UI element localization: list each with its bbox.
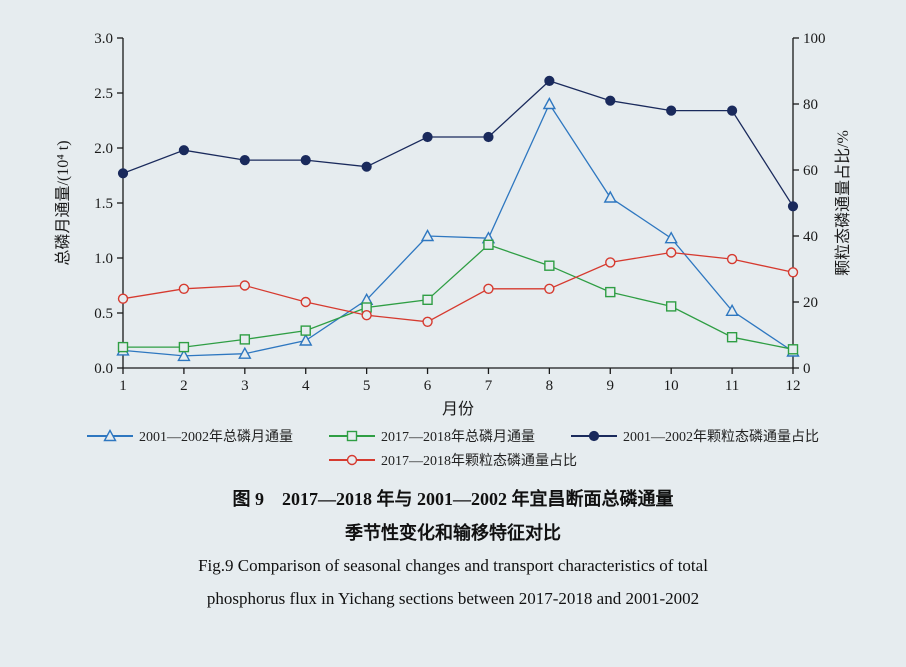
x-tick-label: 10: [664, 378, 679, 394]
x-tick-label: 1: [119, 378, 127, 394]
yl-tick-label: 1.5: [94, 196, 113, 212]
y-right-label: 颗粒态磷通量占比/%: [834, 130, 852, 276]
yl-tick-label: 0.5: [94, 306, 113, 322]
yl-tick-label: 3.0: [94, 31, 113, 47]
x-tick-label: 4: [302, 378, 310, 394]
chart-area: 123456789101112月份0.00.51.01.52.02.53.002…: [38, 20, 868, 420]
x-tick-label: 7: [485, 378, 493, 394]
series-line-s3: [123, 81, 793, 206]
x-tick-label: 5: [363, 378, 371, 394]
y-left-label: 总磷月通量/(10⁴ t): [54, 140, 72, 265]
yl-tick-label: 2.5: [94, 86, 113, 102]
caption-cn-line1: 图 9 2017—2018 年与 2001—2002 年宜昌断面总磷通量: [38, 482, 868, 516]
yr-tick-label: 0: [803, 361, 811, 377]
legend-item-s2: 2017—2018年总磷月通量: [329, 426, 535, 446]
legend-label: 2001—2002年颗粒态磷通量占比: [623, 426, 819, 446]
x-axis-label: 月份: [442, 400, 474, 418]
legend-label: 2017—2018年颗粒态磷通量占比: [381, 450, 577, 470]
series-markers-s2: [119, 240, 798, 353]
x-tick-label: 8: [546, 378, 554, 394]
x-tick-label: 6: [424, 378, 432, 394]
legend-item-s4: 2017—2018年颗粒态磷通量占比: [329, 450, 577, 470]
caption-cn-line2: 季节性变化和输移特征对比: [38, 516, 868, 550]
caption-en-line2: phosphorus flux in Yichang sections betw…: [38, 583, 868, 615]
legend-label: 2017—2018年总磷月通量: [381, 426, 535, 446]
x-tick-label: 9: [607, 378, 615, 394]
yr-tick-label: 80: [803, 97, 818, 113]
series-line-s1: [123, 104, 793, 356]
legend-label: 2001—2002年总磷月通量: [139, 426, 293, 446]
yl-tick-label: 2.0: [94, 141, 113, 157]
x-tick-label: 2: [180, 378, 188, 394]
figure-caption: 图 9 2017—2018 年与 2001—2002 年宜昌断面总磷通量 季节性…: [38, 482, 868, 615]
line-chart-svg: 123456789101112月份0.00.51.01.52.02.53.002…: [38, 20, 868, 420]
legend-item-s1: 2001—2002年总磷月通量: [87, 426, 293, 446]
x-tick-label: 12: [786, 378, 801, 394]
yr-tick-label: 60: [803, 163, 818, 179]
x-tick-label: 11: [725, 378, 739, 394]
yl-tick-label: 1.0: [94, 251, 113, 267]
yr-tick-label: 20: [803, 295, 818, 311]
legend: 2001—2002年总磷月通量 2017—2018年总磷月通量 2001—2002年…: [38, 424, 868, 472]
x-tick-label: 3: [241, 378, 249, 394]
yl-tick-label: 0.0: [94, 361, 113, 377]
yr-tick-label: 40: [803, 229, 818, 245]
series-markers-s3: [119, 76, 798, 210]
series-markers-s1: [118, 99, 799, 361]
yr-tick-label: 100: [803, 31, 826, 47]
legend-item-s3: 2001—2002年颗粒态磷通量占比: [571, 426, 819, 446]
caption-en-line1: Fig.9 Comparison of seasonal changes and…: [38, 550, 868, 582]
page-root: 123456789101112月份0.00.51.01.52.02.53.002…: [0, 0, 906, 667]
series-line-s2: [123, 245, 793, 349]
